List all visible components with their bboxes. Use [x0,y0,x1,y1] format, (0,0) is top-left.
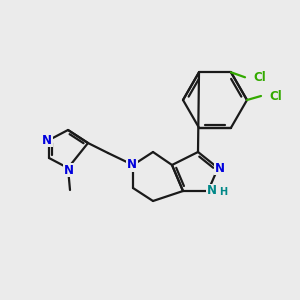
Text: N: N [215,161,225,175]
Text: N: N [127,158,137,172]
Text: N: N [64,164,74,176]
Text: N: N [207,184,217,197]
Text: H: H [219,187,227,197]
Text: Cl: Cl [253,71,266,84]
Text: Cl: Cl [269,89,282,103]
Text: N: N [42,134,52,146]
